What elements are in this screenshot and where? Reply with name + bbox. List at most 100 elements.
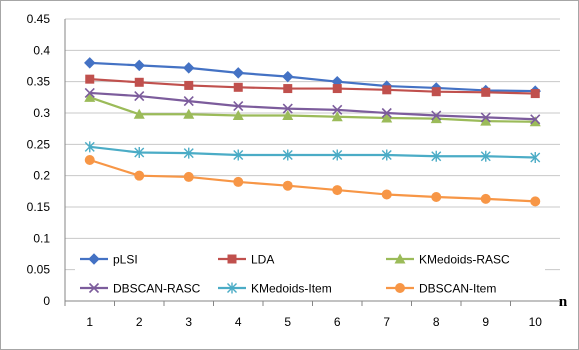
data-point-kmedoids-rasc	[183, 108, 195, 119]
data-point-kmedoids-item	[332, 149, 343, 161]
data-point-dbscan-item	[233, 176, 244, 187]
data-point-kmedoids-rasc	[133, 108, 145, 119]
data-point-kmedoids-item	[431, 150, 442, 162]
data-point-lda	[431, 87, 441, 97]
x-tick-label: 10	[529, 315, 543, 329]
marker-stroke	[88, 282, 100, 294]
series-lda	[85, 74, 540, 99]
legend-marker	[227, 254, 237, 264]
data-point-dbscan-rasc	[84, 87, 95, 99]
legend-background	[75, 246, 545, 298]
data-point-kmedoids-rasc	[480, 115, 492, 126]
legend-label: LDA	[251, 253, 274, 267]
data-point-kmedoids-item	[381, 149, 392, 161]
x-axis-label: n	[559, 294, 568, 310]
y-tick-label: 0.45	[27, 12, 51, 26]
data-point-dbscan-rasc	[530, 114, 541, 125]
series-lines	[84, 57, 541, 207]
data-point-dbscan-item	[183, 171, 194, 182]
x-tick-label: 2	[136, 315, 143, 329]
data-point-dbscan-rasc	[183, 96, 194, 107]
series-kmedoids-item	[84, 141, 541, 163]
data-point-kmedoids-item	[84, 141, 95, 153]
y-tick-label: 0.35	[27, 75, 51, 89]
x-tick-label: 6	[334, 315, 341, 329]
legend-item-plsi: pLSI	[80, 253, 138, 267]
data-point-lda	[530, 89, 540, 99]
data-point-lda	[134, 77, 144, 87]
data-point-lda	[283, 84, 293, 94]
data-point-dbscan-item	[381, 189, 392, 200]
data-point-kmedoids-rasc	[84, 91, 96, 102]
marker-stroke	[84, 87, 95, 99]
data-point-dbscan-rasc	[134, 91, 145, 102]
data-point-kmedoids-item	[282, 149, 293, 161]
data-point-kmedoids-rasc	[331, 111, 343, 122]
x-tick-label: 5	[284, 315, 291, 329]
series-line-kmedoids-item	[89, 145, 536, 159]
legend-marker	[88, 253, 100, 265]
data-point-dbscan-item	[282, 180, 293, 191]
x-tick-label: 9	[482, 315, 489, 329]
data-point-kmedoids-item	[530, 151, 541, 163]
data-point-kmedoids-rasc	[529, 116, 541, 127]
y-tick-label: 0.4	[33, 43, 50, 57]
data-point-dbscan-rasc	[332, 104, 343, 115]
data-point-kmedoids-rasc	[282, 110, 294, 121]
legend-item-lda: LDA	[218, 253, 274, 267]
legend-label: KMedoids-Item	[251, 282, 332, 296]
series-plsi	[84, 57, 541, 97]
marker-stroke	[530, 114, 541, 125]
x-tick-label: 3	[185, 315, 192, 329]
series-dbscan-rasc	[84, 87, 541, 125]
data-point-lda	[233, 82, 243, 92]
legend: pLSI LDA KMedoids-RASC DBSCAN-RASC KMedoids-…	[75, 246, 545, 298]
legend-label: DBSCAN-RASC	[113, 282, 201, 296]
data-point-lda	[382, 85, 392, 95]
data-point-kmedoids-rasc	[381, 112, 393, 123]
data-point-plsi	[84, 57, 96, 69]
x-tick-label: 4	[235, 315, 242, 329]
data-point-kmedoids-rasc	[232, 110, 244, 121]
data-point-dbscan-item	[530, 196, 541, 207]
data-point-lda	[184, 80, 194, 90]
legend-item-dbscan-rasc: DBSCAN-RASC	[80, 282, 201, 296]
series-line-kmedoids-rasc	[89, 96, 536, 123]
data-point-dbscan-rasc	[431, 110, 442, 121]
data-point-dbscan-item	[431, 191, 442, 202]
legend-item-kmedoids-rasc: KMedoids-RASC	[386, 253, 510, 267]
y-tick-label: 0.05	[27, 263, 51, 277]
data-point-dbscan-item	[480, 193, 491, 204]
data-point-kmedoids-item	[183, 147, 194, 159]
series-line-dbscan-item	[89, 158, 536, 203]
data-point-dbscan-rasc	[282, 103, 293, 114]
x-tick-label: 1	[86, 315, 93, 329]
data-point-plsi	[232, 67, 244, 79]
data-point-lda	[332, 84, 342, 94]
marker-stroke	[332, 104, 343, 115]
data-point-kmedoids-item	[233, 149, 244, 161]
data-point-dbscan-rasc	[381, 107, 392, 119]
data-point-kmedoids-rasc	[430, 113, 442, 124]
legend-item-dbscan-item: DBSCAN-Item	[386, 282, 496, 296]
marker-stroke	[282, 103, 293, 114]
gridlines	[65, 18, 560, 271]
y-tick-label: 0	[43, 294, 50, 308]
legend-marker	[394, 253, 406, 264]
data-point-dbscan-rasc	[480, 112, 491, 123]
y-tick-label: 0.1	[33, 231, 50, 245]
legend-item-kmedoids-item: KMedoids-Item	[218, 282, 332, 296]
x-tick-label: 7	[383, 315, 390, 329]
x-tick-label: 8	[433, 315, 440, 329]
series-kmedoids-rasc	[84, 91, 541, 127]
data-point-dbscan-item	[332, 185, 343, 196]
marker-stroke	[431, 110, 442, 121]
legend-label: DBSCAN-Item	[419, 282, 496, 296]
data-point-dbscan-item	[84, 155, 95, 165]
series-dbscan-item	[84, 155, 541, 207]
series-line-plsi	[89, 61, 536, 93]
marker-stroke	[480, 112, 491, 123]
marker-stroke	[381, 107, 392, 119]
axes: 0 0.05 0.1 0.15 0.2 0.25 0.3 0.35 0.4 0.45 1 2 3 4 5 6 7…	[27, 12, 561, 329]
data-point-plsi	[282, 70, 294, 83]
